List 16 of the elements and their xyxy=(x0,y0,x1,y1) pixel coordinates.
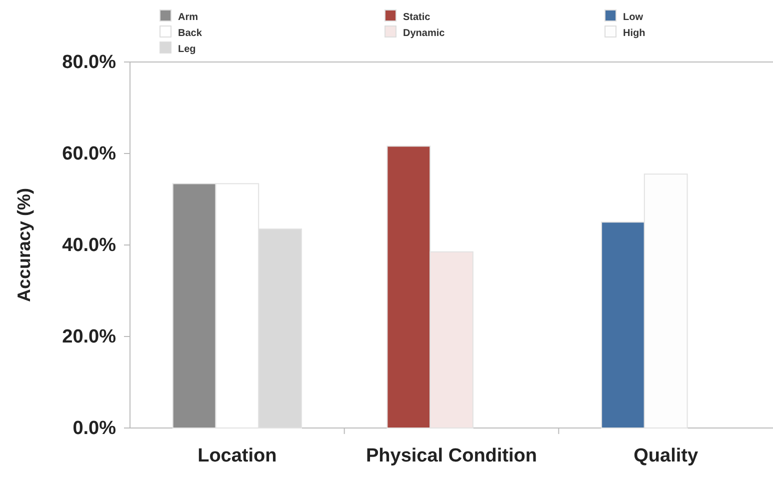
legend-label: Back xyxy=(178,28,202,39)
legend-label: Dynamic xyxy=(403,28,446,39)
legend-label: High xyxy=(623,28,646,39)
y-axis-title: Accuracy (%) xyxy=(14,188,34,302)
y-tick-label: 60.0% xyxy=(62,144,116,165)
legend-label: Arm xyxy=(178,12,198,23)
x-tick-label: Physical Condition xyxy=(366,445,538,466)
x-tick-label: Location xyxy=(198,445,277,466)
y-tick-label: 40.0% xyxy=(62,235,116,256)
y-tick-label: 80.0% xyxy=(62,52,116,74)
legend-label: Low xyxy=(623,12,644,23)
y-tick-label: 0.0% xyxy=(72,418,116,440)
legend-label: Static xyxy=(403,12,431,23)
legend-label: Leg xyxy=(178,44,196,55)
y-tick-label: 20.0% xyxy=(62,326,116,348)
x-tick-label: Quality xyxy=(634,445,698,466)
